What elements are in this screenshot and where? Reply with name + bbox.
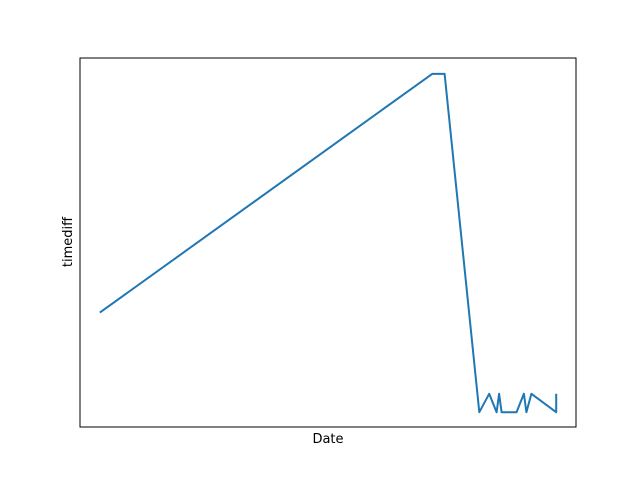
- series-line-1: [99, 72, 558, 414]
- y-axis-label: timediff: [61, 216, 76, 267]
- plot-frame: [79, 57, 577, 428]
- series-layer: [99, 72, 558, 414]
- x-axis-label: Date: [312, 432, 343, 447]
